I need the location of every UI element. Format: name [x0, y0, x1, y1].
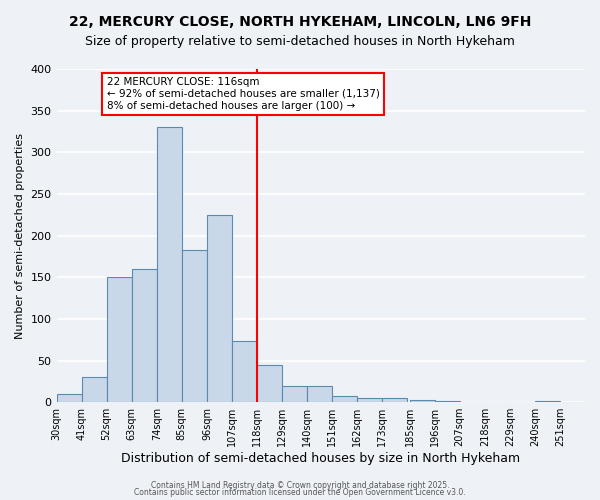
Bar: [307, 386, 332, 402]
Text: 22, MERCURY CLOSE, NORTH HYKEHAM, LINCOLN, LN6 9FH: 22, MERCURY CLOSE, NORTH HYKEHAM, LINCOL…: [69, 15, 531, 29]
Bar: [207, 215, 232, 402]
Bar: [332, 396, 357, 402]
Bar: [357, 398, 382, 402]
Text: Size of property relative to semi-detached houses in North Hykeham: Size of property relative to semi-detach…: [85, 35, 515, 48]
Bar: [182, 250, 207, 402]
Text: Contains public sector information licensed under the Open Government Licence v3: Contains public sector information licen…: [134, 488, 466, 497]
Bar: [382, 398, 407, 402]
Bar: [132, 269, 157, 402]
Y-axis label: Number of semi-detached properties: Number of semi-detached properties: [15, 132, 25, 338]
Text: 22 MERCURY CLOSE: 116sqm
← 92% of semi-detached houses are smaller (1,137)
8% of: 22 MERCURY CLOSE: 116sqm ← 92% of semi-d…: [107, 78, 380, 110]
Bar: [56, 394, 82, 402]
Bar: [107, 278, 132, 402]
Bar: [157, 128, 182, 402]
Bar: [82, 377, 107, 402]
Text: Contains HM Land Registry data © Crown copyright and database right 2025.: Contains HM Land Registry data © Crown c…: [151, 480, 449, 490]
Bar: [232, 342, 257, 402]
Bar: [282, 386, 307, 402]
Bar: [410, 400, 434, 402]
Bar: [257, 364, 282, 402]
X-axis label: Distribution of semi-detached houses by size in North Hykeham: Distribution of semi-detached houses by …: [121, 452, 520, 465]
